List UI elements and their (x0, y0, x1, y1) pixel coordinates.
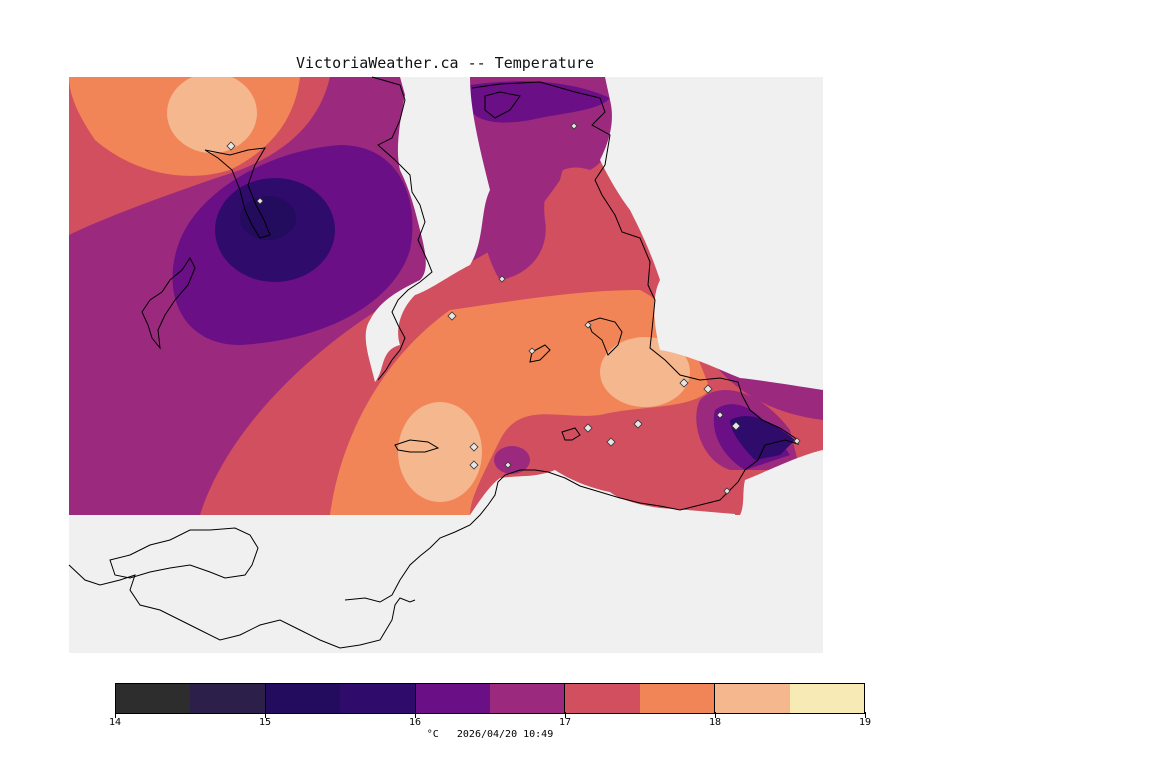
contour-16.5-17.0-north-peninsula (470, 84, 614, 280)
station-marker (504, 461, 512, 469)
contour-18.0-18.5-northwest (167, 77, 257, 153)
station-marker (679, 378, 689, 388)
station-marker (716, 411, 724, 419)
temperature-map (68, 76, 823, 653)
unit-label: °C (426, 729, 439, 740)
legend-tick-label: 16 (408, 717, 422, 728)
station-marker (447, 311, 457, 321)
legend-tick (265, 712, 266, 718)
station-marker (469, 442, 479, 452)
map-title: VictoriaWeather.ca -- Temperature (295, 54, 594, 72)
legend-swatch (490, 684, 565, 713)
legend-swatch (264, 684, 341, 713)
contour-15.5-16.0-southeast-edge (730, 416, 795, 460)
legend-tick (115, 712, 116, 718)
station-marker (469, 460, 479, 470)
coastline-island-west (141, 257, 196, 350)
station-marker (723, 487, 731, 495)
ocean-mask-central (365, 77, 490, 382)
station-marker (498, 275, 506, 283)
coastline-inlet-northwest (204, 147, 271, 239)
coastline-lake-east-2 (529, 344, 551, 363)
station-marker (256, 197, 264, 205)
contour-18.0-18.5-south (398, 402, 482, 502)
legend-caption: °C 2026/04/20 10:49 (0, 729, 980, 740)
ocean-mask-southeast (740, 450, 823, 515)
legend-tick (565, 712, 566, 718)
coastline-victoria-harbour (561, 427, 581, 441)
station-marker (226, 141, 236, 151)
legend-tick-label: 19 (858, 717, 872, 728)
coastline-lake-east-1 (587, 317, 623, 356)
coastline-saanich-inlet-west (371, 76, 433, 381)
legend-swatch (639, 684, 715, 713)
station-markers (226, 122, 801, 495)
station-marker (583, 423, 593, 433)
legend-swatch (714, 684, 790, 713)
legend-tick-label: 17 (558, 717, 572, 728)
legend-swatch (340, 684, 415, 713)
ocean-mask-east (600, 77, 823, 390)
station-marker (793, 437, 801, 445)
station-marker (570, 122, 578, 130)
coastline-saanich-peninsula (344, 81, 799, 603)
station-marker (528, 347, 536, 355)
station-marker (731, 421, 741, 431)
station-marker (633, 419, 643, 429)
coastline-lake-south (394, 439, 440, 453)
coastline-sidney-tip (484, 91, 521, 119)
station-marker (584, 321, 592, 329)
legend-tick-label: 15 (258, 717, 272, 728)
legend-swatch (190, 684, 265, 713)
legend-swatch (414, 684, 491, 713)
station-marker (703, 384, 713, 394)
contour-16.5-17.0-bay-spot (494, 446, 530, 474)
legend-tick (865, 712, 866, 718)
contour-18.0-18.5-east (600, 337, 690, 407)
legend-tick (715, 712, 716, 718)
coastline-olympic-peninsula (68, 564, 416, 649)
coastlines (68, 76, 799, 649)
timestamp: 2026/04/20 10:49 (456, 729, 554, 740)
temperature-contours (69, 77, 823, 515)
station-marker (606, 437, 616, 447)
legend-tick-label: 18 (708, 717, 722, 728)
legend-swatch (564, 684, 640, 713)
coastline-north-olympic (109, 527, 259, 579)
legend-swatch (789, 684, 865, 713)
color-legend (115, 683, 865, 714)
legend-tick (415, 712, 416, 718)
legend-tick-label: 14 (108, 717, 122, 728)
legend-swatch (116, 684, 191, 713)
